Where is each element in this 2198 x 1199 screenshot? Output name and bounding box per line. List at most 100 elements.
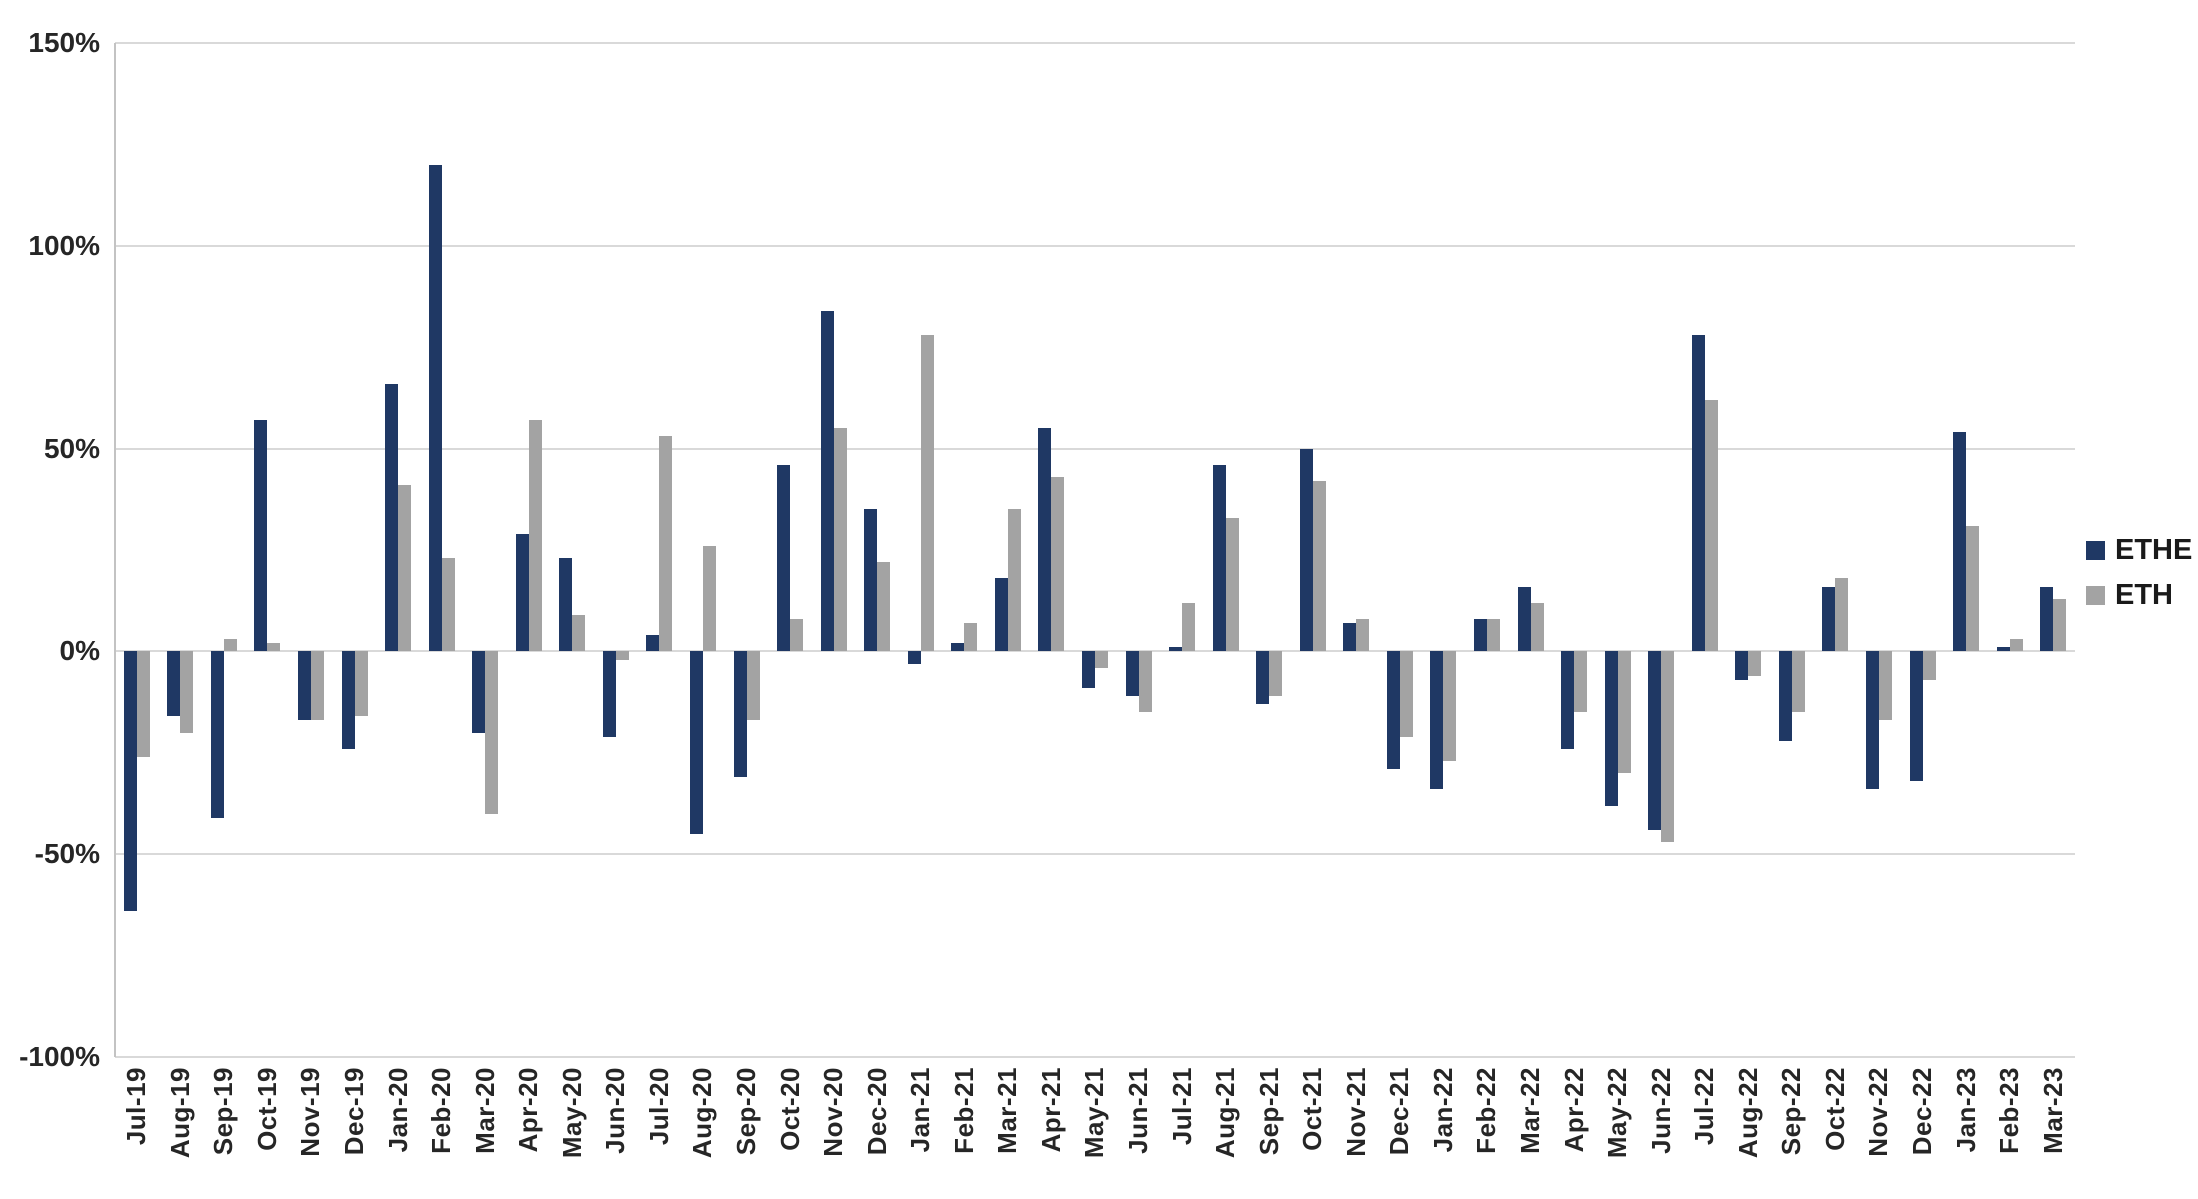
ethe-bar-Feb-20: [428, 164, 442, 652]
eth-bar-May-22: [1617, 651, 1631, 774]
ethe-bar-Feb-23: [1996, 647, 2010, 652]
x-tick-label: Apr-22: [1558, 1067, 1589, 1153]
ethe-bar-Sep-21: [1256, 651, 1270, 705]
x-tick-label: Jan-21: [905, 1067, 936, 1153]
x-tick-label: Oct-22: [1819, 1067, 1850, 1151]
x-tick-label: Nov-22: [1863, 1067, 1894, 1157]
x-tick-label: Jan-22: [1427, 1067, 1458, 1153]
ethe-bar-Jun-22: [1648, 651, 1662, 830]
x-tick-label: Jul-19: [121, 1067, 152, 1146]
x-tick-label: Jun-22: [1645, 1067, 1676, 1154]
eth-bar-Feb-21: [964, 623, 978, 652]
eth-bar-Jun-22: [1661, 651, 1675, 843]
legend-label-ethe: ETHE: [2115, 534, 2193, 566]
y-tick-label: 150%: [28, 27, 100, 58]
eth-bar-Jan-23: [1966, 525, 1980, 652]
eth-bar-Sep-22: [1791, 651, 1805, 713]
eth-bar-Oct-20: [790, 618, 804, 652]
ethe-bar-Jul-20: [646, 635, 660, 652]
ethe-bar-Apr-22: [1561, 651, 1575, 749]
ethe-bar-Aug-20: [690, 651, 703, 834]
eth-bar-Jan-21: [920, 335, 934, 652]
ethe-bar-Mar-22: [1517, 586, 1531, 652]
x-tick-label: Mar-23: [2037, 1067, 2068, 1154]
eth-bar-Apr-20: [528, 420, 542, 652]
x-tick-label: Feb-21: [948, 1067, 979, 1154]
x-tick-label: Dec-19: [339, 1067, 370, 1156]
x-tick-label: Oct-20: [774, 1067, 805, 1151]
eth-bar-Jun-20: [615, 651, 629, 660]
y-tick-label: 50%: [43, 432, 100, 464]
eth-bar-Jan-20: [398, 485, 412, 652]
ethe-bar-Oct-22: [1822, 586, 1836, 652]
legend-item-eth: ETH: [2086, 581, 2192, 610]
x-tick-label: Mar-21: [992, 1067, 1023, 1154]
x-tick-label: May-20: [556, 1067, 587, 1159]
ethe-bar-Jan-22: [1430, 651, 1444, 790]
eth-bar-Oct-19: [267, 643, 281, 652]
ethe-bar-Jan-20: [385, 383, 399, 652]
ethe-bar-Nov-20: [820, 310, 834, 652]
ethe-bar-Sep-22: [1778, 651, 1792, 741]
eth-bar-Nov-22: [1879, 651, 1892, 721]
x-tick-label: May-21: [1079, 1067, 1110, 1159]
x-tick-label: Sep-20: [731, 1067, 762, 1156]
x-tick-label: Jul-22: [1689, 1067, 1720, 1146]
x-tick-label: Mar-22: [1515, 1067, 1546, 1154]
eth-bar-Jul-22: [1704, 399, 1718, 652]
ethe-bar-Dec-20: [864, 509, 878, 652]
x-tick-label: Mar-20: [469, 1067, 500, 1154]
eth-bar-Apr-21: [1051, 476, 1065, 652]
ethe-bar-Aug-22: [1735, 651, 1749, 680]
x-tick-label: Dec-20: [861, 1067, 892, 1156]
x-tick-label: Aug-20: [687, 1067, 718, 1159]
eth-bar-May-20: [572, 614, 586, 652]
ethe-bar-Sep-20: [733, 651, 747, 778]
y-tick-label: 0%: [59, 635, 100, 667]
eth-bar-Mar-23: [2053, 598, 2067, 652]
ethe-bar-May-21: [1082, 651, 1095, 688]
ethe-bar-Aug-21: [1212, 464, 1226, 652]
ethe-bar-Jul-21: [1169, 647, 1183, 652]
eth-bar-Aug-21: [1225, 517, 1239, 652]
ethe-bar-Oct-19: [254, 420, 268, 652]
y-tick-label: 100%: [28, 229, 100, 261]
x-tick-label: Feb-23: [1994, 1067, 2025, 1154]
eth-bar-Mar-21: [1007, 509, 1021, 652]
eth-bar-Dec-22: [1922, 651, 1936, 680]
eth-swatch-icon: [2086, 586, 2105, 605]
eth-bar-Mar-22: [1530, 602, 1544, 652]
ethe-bar-Jul-22: [1691, 335, 1705, 652]
legend-item-ethe: ETHE: [2086, 536, 2192, 565]
eth-bar-Sep-20: [746, 651, 760, 721]
eth-bar-Apr-22: [1574, 651, 1588, 713]
ethe-bar-Aug-19: [167, 651, 181, 717]
ethe-bar-Nov-19: [298, 651, 311, 721]
eth-bar-Feb-22: [1487, 618, 1500, 652]
x-tick-label: Sep-21: [1253, 1067, 1284, 1156]
legend: ETHE ETH: [2086, 536, 2192, 610]
eth-bar-Jan-22: [1443, 651, 1457, 761]
x-tick-label: Dec-22: [1907, 1067, 1938, 1156]
eth-bar-Oct-22: [1835, 578, 1849, 652]
x-tick-label: Aug-19: [164, 1067, 195, 1159]
eth-bar-Sep-21: [1269, 651, 1283, 696]
y-axis-line: [114, 43, 116, 1057]
x-tick-label: Nov-20: [818, 1067, 849, 1157]
ethe-bar-Oct-20: [777, 464, 791, 652]
x-tick-label: Jul-21: [1166, 1067, 1197, 1146]
x-tick-label: Oct-19: [251, 1067, 282, 1151]
ethe-bar-Jan-21: [907, 651, 921, 664]
eth-bar-Jul-20: [659, 436, 673, 652]
ethe-bar-Dec-22: [1909, 651, 1923, 782]
ethe-bar-Jul-19: [123, 651, 137, 911]
ethe-bar-Mar-23: [2040, 586, 2054, 652]
ethe-bar-Jun-20: [602, 651, 616, 737]
eth-bar-Dec-21: [1399, 651, 1413, 737]
ethe-bar-Mar-21: [994, 578, 1008, 652]
x-tick-label: May-22: [1602, 1067, 1633, 1159]
legend-label-eth: ETH: [2115, 579, 2173, 611]
ethe-bar-Feb-22: [1474, 618, 1487, 652]
ethe-bar-Dec-21: [1386, 651, 1400, 769]
eth-bar-Nov-21: [1356, 618, 1370, 652]
